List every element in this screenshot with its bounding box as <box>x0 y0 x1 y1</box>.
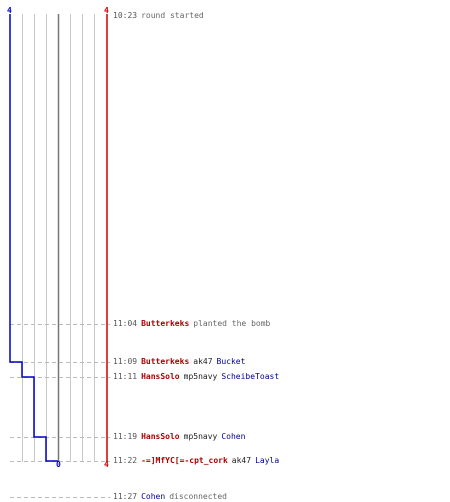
right-bottom-score: 4 <box>104 460 109 469</box>
event-weapon: ak47 <box>231 456 252 465</box>
event-victim: Layla <box>255 456 280 465</box>
event-time: 11:11 <box>113 372 138 381</box>
event-victim: ScheibeToast <box>221 372 280 381</box>
event-text: disconnected <box>169 492 227 501</box>
grid-lines <box>22 14 95 462</box>
event-time: 11:04 <box>113 319 138 328</box>
right-top-score: 4 <box>104 6 109 15</box>
event-kill: 11:11 HansSolo mp5navy ScheibeToast <box>113 372 279 382</box>
event-time: 11:22 <box>113 456 138 465</box>
event-victim: Bucket <box>216 357 246 366</box>
event-victim: Cohen <box>221 432 246 441</box>
left-bottom-score: 0 <box>56 460 61 469</box>
event-weapon: ak47 <box>193 357 213 366</box>
event-actor: Cohen <box>141 492 166 501</box>
event-text: planted the bomb <box>193 319 271 328</box>
left-top-score: 4 <box>7 6 12 15</box>
event-actor: Butterkeks <box>141 357 190 366</box>
event-time: 10:23 <box>113 11 138 20</box>
event-time: 11:09 <box>113 357 138 366</box>
event-kill: 11:09 Butterkeks ak47 Bucket <box>113 357 245 367</box>
event-actor: Butterkeks <box>141 319 190 328</box>
event-kill: 11:22 -=]MfYC[=-cpt_cork ak47 Layla <box>113 456 279 466</box>
blue-team-score-line <box>9 14 58 462</box>
event-disconnect: 11:27 Cohen disconnected <box>113 492 227 502</box>
event-weapon: mp5navy <box>183 432 218 441</box>
event-weapon: mp5navy <box>183 372 218 381</box>
event-bomb-plant: 11:04 Butterkeks planted the bomb <box>113 319 270 329</box>
event-round-start: 10:23 round started <box>113 11 204 21</box>
event-time: 11:19 <box>113 432 138 441</box>
event-text: round started <box>141 11 204 20</box>
event-actor: HansSolo <box>141 372 180 381</box>
event-time: 11:27 <box>113 492 138 501</box>
event-actor: -=]MfYC[=-cpt_cork <box>141 456 228 465</box>
event-actor: HansSolo <box>141 432 180 441</box>
event-kill: 11:19 HansSolo mp5navy Cohen <box>113 432 245 442</box>
